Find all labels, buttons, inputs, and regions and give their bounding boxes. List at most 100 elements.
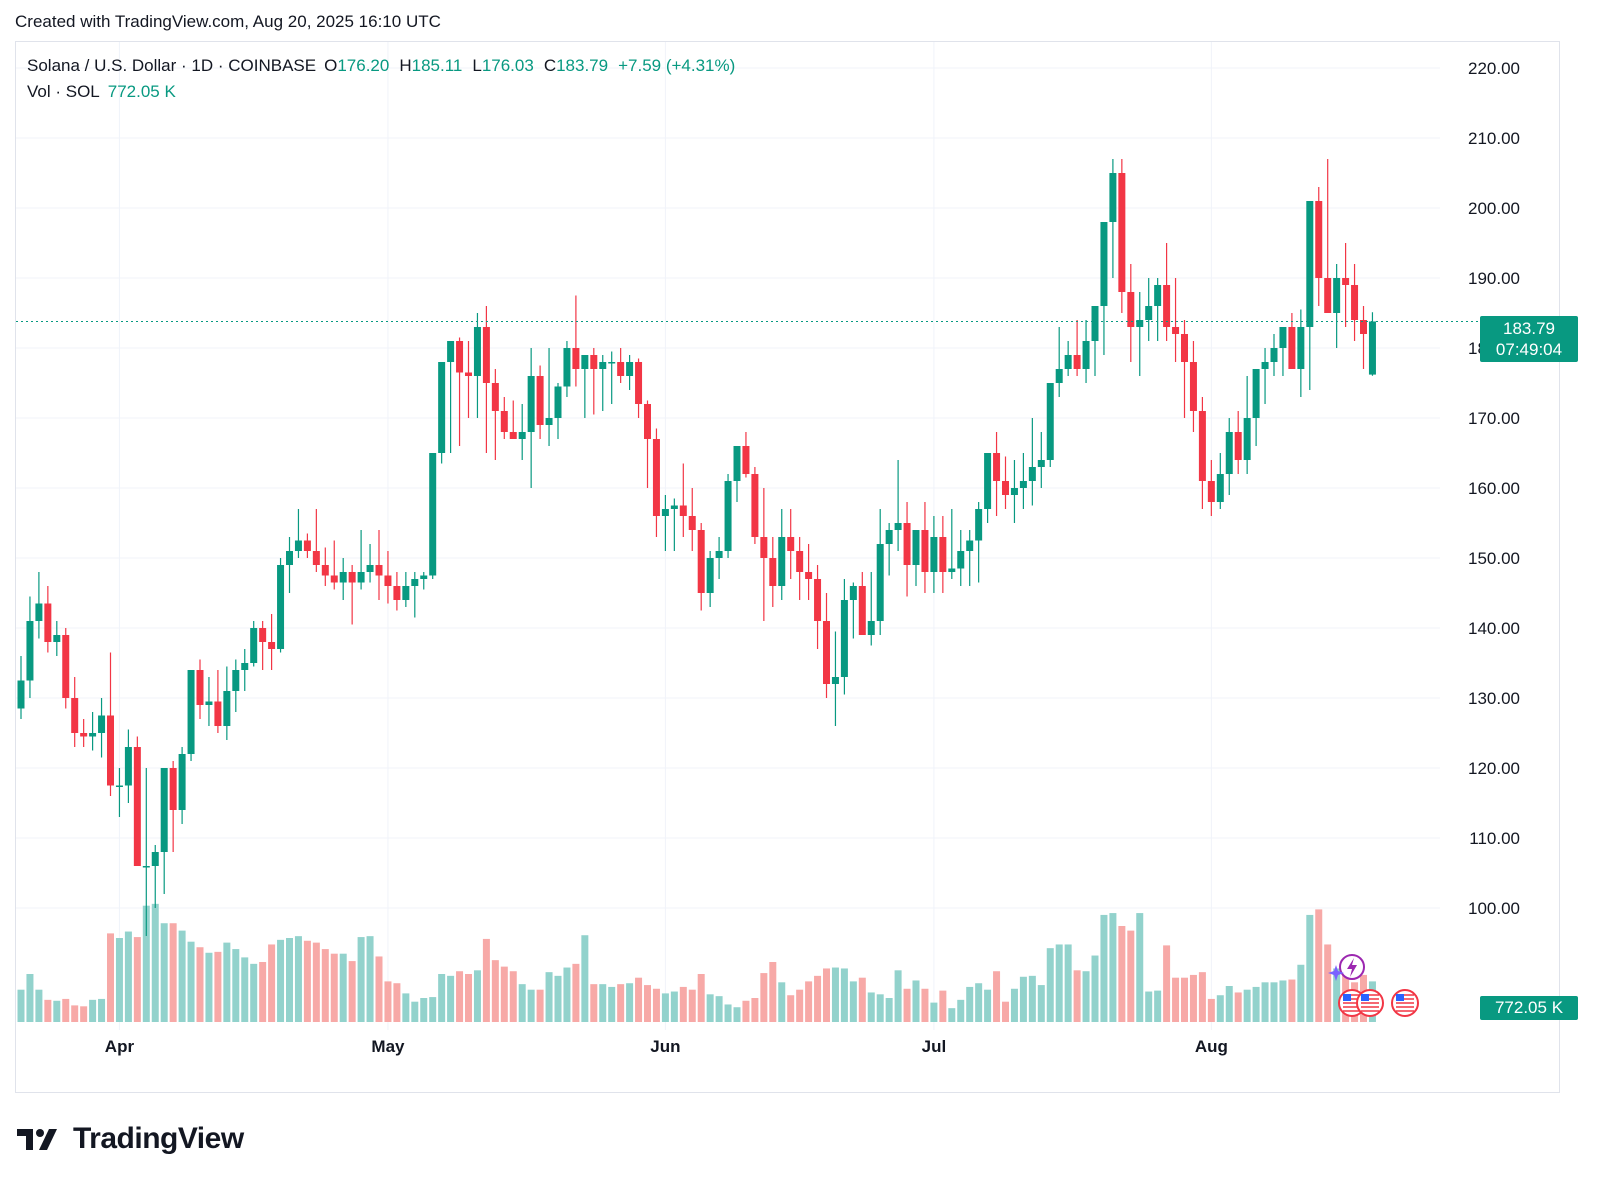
candle-body [205,701,213,705]
flag-canton [1361,994,1369,1001]
candle-body [1270,348,1278,362]
y-tick-label: 110.00 [1469,829,1520,848]
volume-bar [71,1005,79,1022]
attribution-text: Created with TradingView.com, Aug 20, 20… [15,12,441,31]
candle-body [939,537,947,572]
candle-body [169,768,177,810]
candle-body [1333,278,1341,313]
candle-body [823,621,830,684]
high-label: H [399,56,412,75]
candle-body [1055,369,1063,383]
volume-bar [590,984,598,1022]
candle-body [876,544,884,621]
candle-body [617,362,625,376]
y-tick-label: 140.00 [1468,619,1520,638]
volume-bar [482,938,490,1022]
volume-bar [1118,926,1126,1022]
axis-layer: 100.00 110.00 120.00 130.00 140.00 150.00 160.… [16,59,1520,1056]
volume-bar [715,996,723,1022]
symbol-label[interactable]: Solana / U.S. Dollar · 1D · COINBASE [27,56,317,75]
volume-bar [599,984,607,1022]
candle-body [456,341,464,373]
candle-body [724,481,732,551]
volume-bar [984,989,992,1022]
volume-bar [536,989,544,1022]
volume-bar [214,951,222,1022]
volume-bar [62,998,70,1022]
candle-body [321,565,329,576]
volume-bar [53,1000,61,1022]
candle-body [366,565,374,572]
low-value: 176.03 [481,56,534,75]
candle-body [840,600,848,677]
volume-bar [1028,975,1036,1022]
volume-bar [1306,914,1314,1022]
volume-bar [1225,986,1233,1022]
volume-bar [1243,989,1251,1022]
volume-bar [151,903,159,1022]
candle-body [107,715,114,786]
volume-bar [142,905,150,1022]
candle-body [590,355,598,369]
volume-bar [1136,913,1144,1022]
volume-bar [1163,945,1171,1022]
volume-bar [98,998,106,1022]
candle-body [62,635,70,698]
low-item: L176.03 [472,53,533,79]
candle-body [599,362,607,369]
candle-body [277,565,285,649]
candle-body [294,540,302,551]
candle-body [1368,321,1376,375]
volume-bar [321,949,329,1022]
volume-bar [688,989,696,1022]
candle-body [330,575,338,583]
volume-label[interactable]: Vol · SOL [27,82,100,101]
high-value: 185.11 [411,56,463,75]
candle-body [635,362,643,404]
bar-countdown: 07:49:04 [1495,340,1563,359]
volume-bar [187,941,195,1022]
candle-body [814,579,822,621]
candle-body [160,768,168,852]
candle-body [769,558,777,586]
volume-bar [268,944,276,1022]
volume-bar [1055,944,1063,1022]
candle-body [491,383,499,411]
x-tick-label: Jun [650,1037,680,1056]
chart-frame[interactable] [15,41,1560,1093]
volume-bar [966,986,974,1022]
volume-bar [635,977,643,1022]
candle-body [1234,432,1242,460]
volume-bar [286,938,293,1022]
volume-bar [473,970,481,1022]
tradingview-logo[interactable]: TradingView [17,1122,244,1156]
candle-body [393,586,401,600]
volume-bar [1333,968,1341,1022]
candle-body [151,852,159,866]
candle-body [742,446,750,474]
volume-bar [205,952,213,1022]
volume-bar [447,975,455,1022]
volume-bar [348,961,356,1022]
volume-bar [572,963,580,1022]
volume-bar [115,938,123,1022]
candle-body [563,348,571,387]
candle-body [357,572,365,583]
volume-bar [697,974,705,1022]
open-value: 176.20 [337,56,390,75]
volume-bar [975,983,983,1022]
volume-bar [930,1002,938,1022]
volume-bar [465,974,472,1022]
candle-body [536,376,544,425]
candle-body [1118,173,1126,292]
volume-bar [17,989,25,1022]
volume-bar [178,930,186,1022]
candle-body [1306,201,1314,327]
volume-bar [545,972,553,1022]
candle-body [142,866,150,868]
y-tick-label: 190.00 [1468,269,1520,288]
candle-body [1010,488,1018,495]
candle-body [1163,285,1171,327]
volume-bar [563,967,571,1022]
